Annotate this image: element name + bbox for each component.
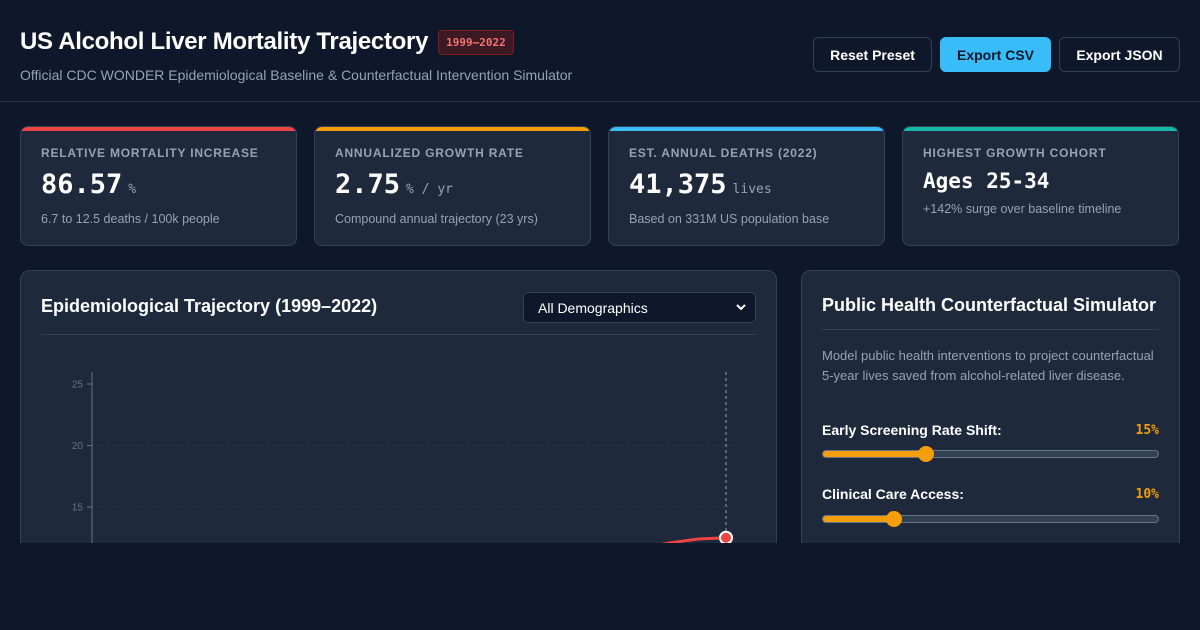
screening-slider-label: Early Screening Rate Shift: xyxy=(822,422,1002,438)
kpi-label: ANNUALIZED GROWTH RATE xyxy=(335,146,524,160)
kpi-accent-bar xyxy=(315,127,590,131)
screening-slider-track[interactable] xyxy=(822,450,1159,458)
kpi-label: EST. ANNUAL DEATHS (2022) xyxy=(629,146,818,160)
demographic-select[interactable]: All Demographics xyxy=(523,292,756,323)
reset-preset-button[interactable]: Reset Preset xyxy=(813,37,932,72)
kpi-subtext: Based on 331M US population base xyxy=(629,212,830,226)
kpi-subtext: Compound annual trajectory (23 yrs) xyxy=(335,212,538,226)
export-csv-button[interactable]: Export CSV xyxy=(940,37,1051,72)
page-header: US Alcohol Liver Mortality Trajectory 19… xyxy=(0,0,1200,102)
y-tick-label: 20 xyxy=(72,441,84,452)
kpi-card-mortality-increase: RELATIVE MORTALITY INCREASE 86.57 % 6.7 … xyxy=(20,126,297,246)
kpi-unit: lives xyxy=(732,182,772,197)
bottom-backdrop xyxy=(0,543,1200,630)
kpi-accent-bar xyxy=(21,127,296,131)
kpi-value: 41,375 xyxy=(629,169,727,200)
kpi-subtext: +142% surge over baseline timeline xyxy=(923,202,1122,216)
kpi-value: Ages 25-34 xyxy=(923,169,1050,193)
chevron-down-icon xyxy=(736,304,746,311)
simulator-panel: Public Health Counterfactual Simulator M… xyxy=(801,270,1180,570)
demographic-select-value: All Demographics xyxy=(538,299,648,316)
kpi-subtext: 6.7 to 12.5 deaths / 100k people xyxy=(41,212,220,226)
simulator-title: Public Health Counterfactual Simulator xyxy=(822,295,1157,315)
screening-slider-thumb[interactable] xyxy=(918,446,935,462)
chart-panel-title: Epidemiological Trajectory (1999–2022) xyxy=(41,296,378,316)
kpi-value: 2.75 xyxy=(335,169,401,200)
care-access-slider-track[interactable] xyxy=(822,515,1159,523)
kpi-accent-bar xyxy=(609,127,884,131)
slider-fill xyxy=(823,516,896,522)
screening-slider-value: 15% xyxy=(1135,423,1159,438)
kpi-card-growth-cohort: HIGHEST GROWTH COHORT Ages 25-34 +142% s… xyxy=(902,126,1179,246)
highlight-point xyxy=(719,530,733,545)
page-subtitle: Official CDC WONDER Epidemiological Base… xyxy=(20,67,573,83)
y-tick-label: 15 xyxy=(72,503,84,514)
slider-fill xyxy=(823,451,927,457)
simulator-description: Model public health interventions to pro… xyxy=(822,348,1154,383)
kpi-card-annual-deaths: EST. ANNUAL DEATHS (2022) 41,375 lives B… xyxy=(608,126,885,246)
y-tick-label: 25 xyxy=(72,380,84,391)
care-access-slider-thumb[interactable] xyxy=(886,511,903,527)
kpi-unit: % / yr xyxy=(406,182,453,197)
kpi-card-growth-rate: ANNUALIZED GROWTH RATE 2.75 % / yr Compo… xyxy=(314,126,591,246)
kpi-unit: % xyxy=(128,182,137,197)
title-row: US Alcohol Liver Mortality Trajectory 19… xyxy=(20,28,514,56)
care-access-slider-label: Clinical Care Access: xyxy=(822,486,964,502)
kpi-value: 86.57 xyxy=(41,169,123,200)
year-range-badge: 1999–2022 xyxy=(438,29,514,55)
kpi-label: HIGHEST GROWTH COHORT xyxy=(923,146,1107,160)
export-json-button[interactable]: Export JSON xyxy=(1059,37,1180,72)
trajectory-chart-panel: Epidemiological Trajectory (1999–2022) A… xyxy=(20,270,777,570)
kpi-accent-bar xyxy=(903,127,1178,131)
page-title: US Alcohol Liver Mortality Trajectory xyxy=(20,28,429,55)
simulator-divider xyxy=(822,329,1159,330)
trajectory-chart: 25 20 15 xyxy=(72,372,736,569)
kpi-label: RELATIVE MORTALITY INCREASE xyxy=(41,146,259,160)
chart-divider xyxy=(41,334,756,335)
care-access-slider-value: 10% xyxy=(1135,487,1159,502)
